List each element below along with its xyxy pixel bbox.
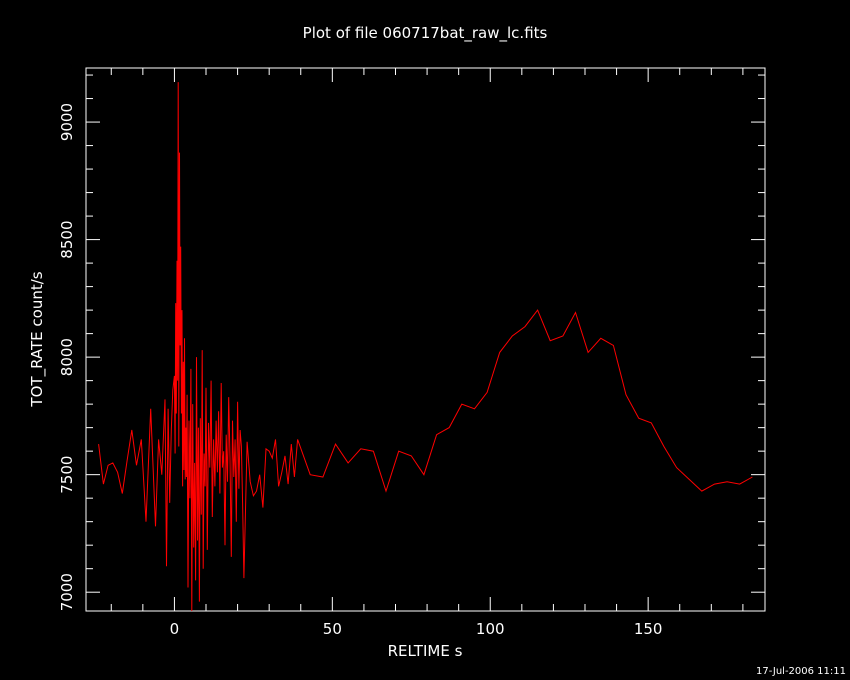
chart-title: Plot of file 060717bat_raw_lc.fits [303, 24, 548, 43]
y-tick-label: 8500 [58, 221, 76, 259]
x-tick-label: 0 [170, 620, 180, 638]
x-tick-label: 100 [476, 620, 505, 638]
series-line-tot-rate [98, 82, 753, 612]
y-axis-label: TOT_RATE count/s [28, 271, 47, 407]
x-axis-label: RELTIME s [388, 642, 463, 660]
footer-timestamp: 17-Jul-2006 11:11 [756, 666, 846, 677]
y-tick-label: 9000 [58, 103, 76, 141]
plot-frame [85, 67, 766, 612]
axis-tick-labels: 0 50 100 150 7000 7500 8000 8500 9000 [58, 103, 662, 638]
y-tick-label: 7000 [58, 573, 76, 611]
x-tick-label: 150 [634, 620, 663, 638]
y-tick-label: 8000 [58, 338, 76, 376]
y-tick-label: 7500 [58, 456, 76, 494]
x-tick-label: 50 [323, 620, 342, 638]
axis-ticks [86, 68, 765, 611]
